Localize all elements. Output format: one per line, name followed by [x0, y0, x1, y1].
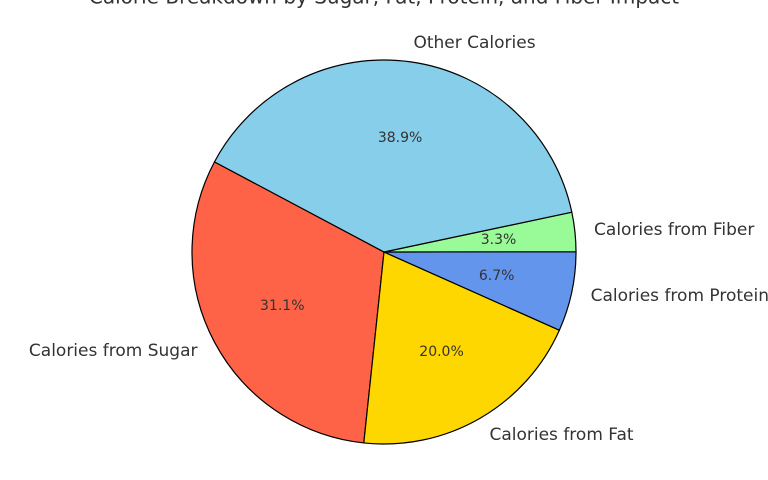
pie-slice: [191, 161, 385, 444]
value-label: 38.9%: [378, 130, 422, 146]
slice-label: Calories from Sugar: [29, 341, 198, 361]
slice-label: Other Calories: [413, 33, 535, 53]
slice-label: Calories from Protein: [591, 286, 768, 306]
slice-label: Calories from Fat: [489, 425, 633, 445]
pie-slice: [213, 59, 573, 253]
value-label: 3.3%: [481, 232, 517, 248]
chart-title: Calorie Breakdown by Sugar, Fat, Protein…: [89, 0, 679, 9]
pie-slice: [363, 251, 561, 445]
value-label: 6.7%: [479, 268, 515, 284]
slice-label: Calories from Fiber: [594, 220, 754, 240]
value-label: 31.1%: [260, 298, 304, 314]
value-label: 20.0%: [419, 344, 463, 360]
